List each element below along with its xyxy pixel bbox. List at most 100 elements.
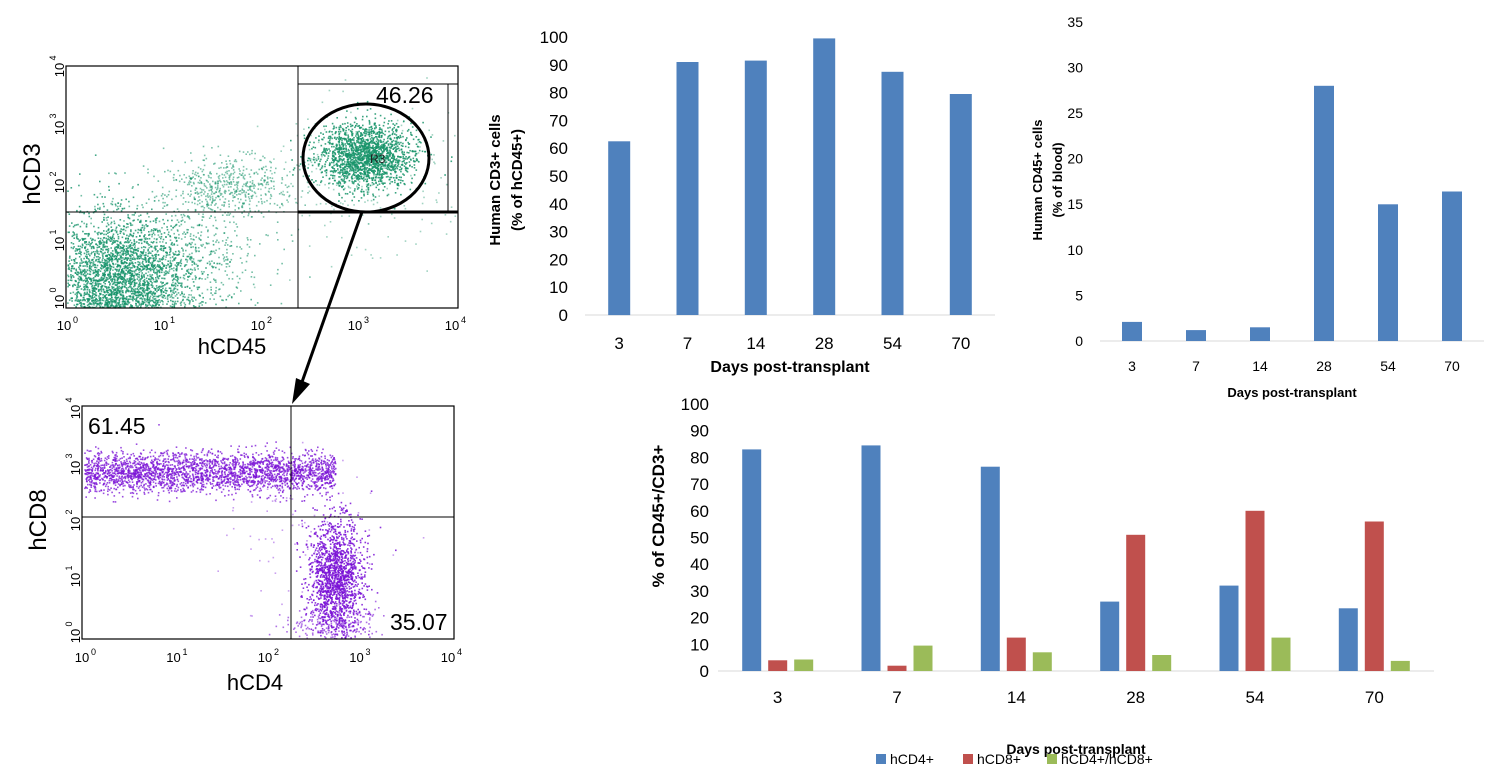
bar-hCD4+/hCD8+ [913,645,933,671]
y-tick-label: 10 [549,278,568,297]
y-tick-label: 10 [68,517,83,531]
x-tick-label: 70 [1444,358,1460,374]
y-tick-label: 60 [549,139,568,158]
y-tick-label: 40 [690,555,709,574]
flow-bottom-y-label: hCD8 [25,489,52,550]
x-tick-label: 54 [1380,358,1396,374]
r3-gate-circle [301,102,431,214]
y-tick-label: 90 [690,422,709,441]
y-tick-label: 50 [690,528,709,547]
chart-cd45-of-blood: 0 5 10 15 20 25 30 35 3 7 14 28 54 70 Days post-transp… [1030,14,1484,400]
flow-plot-cd8-cd4: 61.45 35.07 10 0 10 1 10 2 10 3 10 4 100101102103… [25,397,462,695]
bar [813,38,836,316]
y-tick-label: 70 [690,475,709,494]
y-tick-label: 100 [681,395,709,414]
bar-hCD4+ [1100,601,1120,671]
x-tick-label: 14 [1007,688,1026,707]
bar-hCD8+ [1126,534,1146,671]
flow-bottom-y-ticks: 10 0 10 1 10 2 10 3 10 4 [64,397,83,643]
bar [744,60,767,315]
gate-percentage: 46.26 [376,82,434,108]
y-tick-label: 90 [549,56,568,75]
y-tick-label: 10 [68,629,83,643]
bar [1442,191,1462,341]
x-tick-exponent: 2 [267,315,272,325]
flow-top-events [67,77,457,309]
y-tick-label: 50 [549,167,568,186]
x-tick-label: 54 [1246,688,1265,707]
x-tick-exponent: 0 [91,647,96,657]
x-tick-label: 70 [951,334,970,353]
y-tick-label: 0 [1075,333,1083,349]
x-tick-label: 10 [166,650,180,665]
y-tick-label: 20 [690,609,709,628]
x-tick-label: 10 [348,318,362,333]
y-tick-label: 10 [1067,242,1083,258]
x-tick-label: 10 [154,318,168,333]
bar-hCD4+ [742,449,762,671]
bar-hCD8+ [887,665,907,671]
y-tick-label: 35 [1067,14,1083,30]
x-tick-label: 3 [773,688,782,707]
y-tick-label: 10 [68,573,83,587]
legend-swatch-hCD4+ [876,754,886,764]
bar-hCD4+/hCD8+ [1390,660,1410,671]
y-tick-exponent: 0 [64,621,74,626]
y-tick-label: 0 [700,662,709,681]
y-tick-label: 80 [549,84,568,103]
y-tick-exponent: 4 [48,55,58,60]
y-tick-label: 100 [540,28,568,47]
y-tick-exponent: 4 [64,397,74,402]
x-tick-label: 10 [349,650,363,665]
flow-plot-cd3-cd45: R3 46.26 10 0 10 1 10 2 10 3 10 4 100101102103104… [19,55,466,359]
bar-hCD8+ [1245,510,1265,671]
x-axis-label: Days post-transplant [1227,385,1357,400]
y-tick-exponent: 1 [64,565,74,570]
bar [949,94,972,315]
y-axis-label-line1: Human CD45+ cells [1030,119,1045,240]
y-axis-label-line1: Human CD3+ cells [487,114,504,245]
bar [676,62,699,315]
bar-hCD8+ [1006,637,1026,671]
x-tick-label: 10 [258,650,272,665]
bar [881,71,904,316]
bar-hCD4+/hCD8+ [1032,652,1052,671]
legend-label-hCD4+: hCD4+ [890,751,934,767]
y-axis-label-line2: (% of blood) [1050,142,1065,217]
bar-hCD8+ [768,660,788,671]
x-tick-label: 10 [445,318,459,333]
x-tick-exponent: 1 [170,315,175,325]
x-tick-label: 7 [892,688,901,707]
region-label: R3 [370,152,386,166]
legend-swatch-hCD8+ [963,754,973,764]
x-tick-label: 10 [75,650,89,665]
x-tick-label: 10 [57,318,71,333]
y-tick-label: 10 [52,295,67,309]
bar [1186,330,1206,341]
x-axis-label: Days post-transplant [1006,741,1146,757]
flow-bottom-x-ticks: 10 0 10 1 10 2 10 3 10 4 [75,647,462,665]
chart-cd4-cd8-subsets: 0 10 20 30 40 50 60 70 80 90 100 3 7 14 28 54 70 Days pos… [649,395,1434,757]
flow-bottom-events [84,424,425,640]
y-tick-label: 30 [1067,59,1083,75]
bar-hCD4+ [1338,608,1358,671]
y-axis-label-line2: (% of hCD45+) [509,129,526,231]
bar-hCD4+/hCD8+ [1271,637,1291,671]
x-tick-label: 3 [614,334,623,353]
x-tick-label: 14 [746,334,765,353]
bar-hCD8+ [1364,521,1384,671]
bar-hCD4+ [1219,585,1239,671]
y-tick-exponent: 1 [48,229,58,234]
legend-label-hCD4+/hCD8+: hCD4+/hCD8+ [1061,751,1153,767]
bar-hCD4+ [861,445,881,671]
y-tick-label: 30 [549,223,568,242]
y-tick-label: 0 [559,306,568,325]
y-tick-label: 10 [690,635,709,654]
y-tick-label: 10 [68,461,83,475]
legend-label-hCD8+: hCD8+ [977,751,1021,767]
gate-arrow [292,211,364,404]
x-tick-label: 54 [883,334,902,353]
x-axis-label: Days post-transplant [710,359,870,376]
x-tick-exponent: 1 [183,647,188,657]
